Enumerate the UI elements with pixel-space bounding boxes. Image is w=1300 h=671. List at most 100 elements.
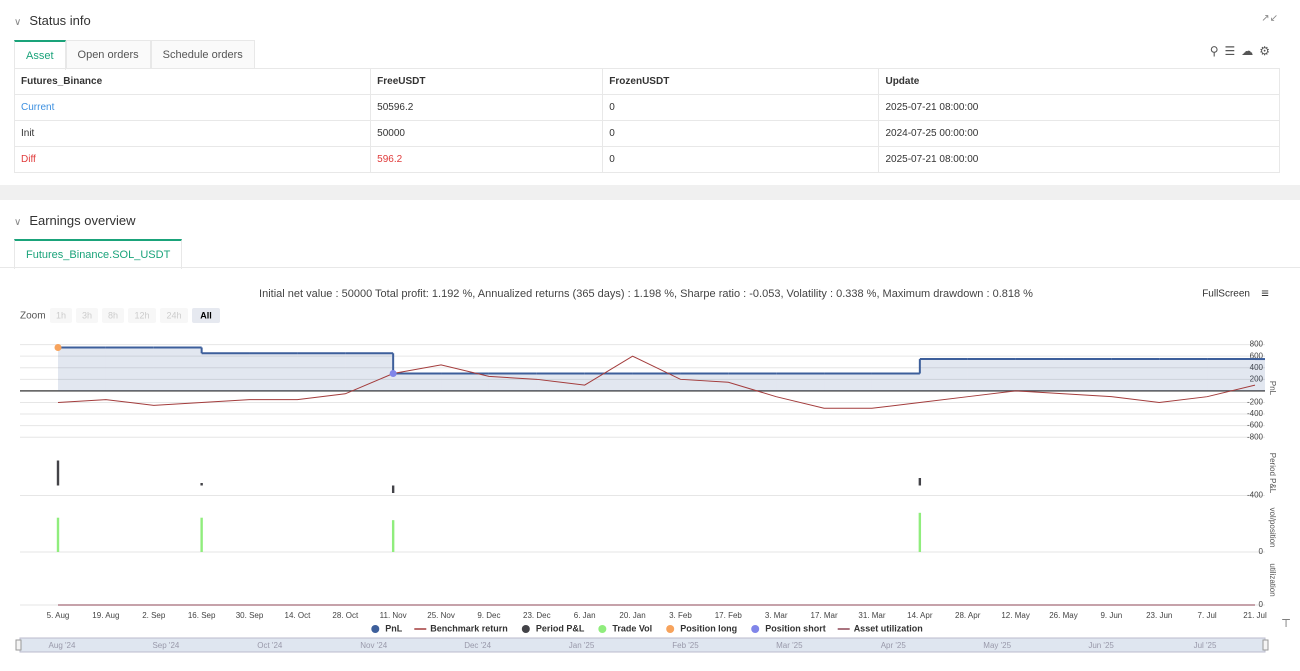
x-tick-label: 14. Apr	[907, 611, 933, 620]
zoom-button-bg	[50, 308, 72, 323]
zoom-button[interactable]: 3h	[82, 310, 92, 320]
zoom-button[interactable]: 8h	[108, 310, 118, 320]
menu-icon[interactable]: ≡	[1261, 285, 1269, 300]
y-axis-title: utilization	[1268, 563, 1277, 596]
pnl-area	[584, 373, 633, 391]
table-cell: 596.2	[370, 146, 604, 173]
x-tick-label: 11. Nov	[380, 611, 407, 620]
navigator-handle[interactable]	[1262, 639, 1269, 651]
legend-symbol	[666, 625, 675, 633]
pnl-area	[201, 353, 250, 391]
series-line	[57, 355, 1256, 409]
status-header: ∨ Status info	[14, 13, 91, 28]
y-tick-label: 600	[1250, 351, 1264, 360]
divider	[0, 267, 1300, 268]
pnl-area	[488, 373, 537, 391]
x-tick-label: 21. Jul	[1243, 611, 1267, 620]
status-tab[interactable]: Open orders	[65, 40, 151, 69]
symbol-tab[interactable]: Futures_Binance.SOL_USDT	[14, 239, 183, 269]
legend-label[interactable]: Benchmark return	[430, 623, 508, 633]
asset-table: Futures_Binance FreeUSDT FrozenUSDT Update C…	[13, 68, 1280, 173]
zoom-button-bg	[192, 308, 220, 323]
header-cell: FrozenUSDT	[602, 68, 880, 95]
pnl-area	[967, 359, 1016, 391]
table-cell: 2024-07-25 00:00:00	[878, 120, 1280, 147]
collapse-icon[interactable]: ↗↙	[1261, 13, 1278, 24]
pnl-area	[824, 373, 872, 391]
zoom-button-bg	[102, 308, 124, 323]
table-cell: 0	[602, 94, 880, 121]
pnl-area	[441, 373, 489, 391]
position-marker	[54, 343, 62, 351]
table-row: Init 50000 0 2024-07-25 00:00:00	[13, 120, 1280, 147]
pnl-area	[153, 347, 202, 391]
legend-label[interactable]: Position long	[680, 623, 737, 633]
legend-label[interactable]: Asset utilization	[854, 623, 923, 633]
status-panel: ∨ Status info ↗↙ Asset Open orders Schedule…	[0, 0, 1300, 185]
navigator-handle[interactable]	[15, 639, 22, 651]
legend-label[interactable]: Position short	[765, 623, 826, 633]
toolbar-icons[interactable]: ⚲☰☁⚙	[1209, 44, 1276, 58]
status-tab[interactable]: Asset	[14, 40, 66, 70]
navigator-label: Mar '25	[776, 641, 803, 650]
bar	[391, 520, 395, 552]
y-axis-title: Period P&L	[1268, 453, 1277, 494]
x-tick-label: 25. Nov	[427, 611, 455, 620]
x-tick-label: 23. Dec	[523, 611, 551, 620]
navigator-label: Feb '25	[672, 641, 699, 650]
y-tick-label: 200	[1250, 374, 1264, 383]
y-axis-title: vol/position	[1268, 507, 1277, 547]
navigator-label: Dec '24	[464, 641, 491, 650]
bar	[200, 483, 203, 486]
x-tick-label: 28. Oct	[332, 611, 359, 620]
legend-symbol	[521, 625, 530, 633]
navigator	[19, 637, 1266, 653]
earnings-panel: ∨ Earnings overview Futures_Binance.SOL_U…	[0, 200, 1300, 671]
y-tick-label: 0	[1259, 547, 1264, 556]
navigator-label: Jun '25	[1088, 641, 1114, 650]
status-tab[interactable]: Schedule orders	[150, 40, 255, 69]
pnl-area	[1159, 359, 1208, 391]
navigator-label: Oct '24	[257, 641, 283, 650]
table-cell: Current	[13, 94, 372, 121]
earnings-title: Earnings overview	[29, 213, 136, 228]
x-tick-label: 19. Aug	[92, 611, 119, 620]
navigator-label: May '25	[983, 641, 1011, 650]
table-cell: 0	[602, 146, 880, 173]
fullscreen-button[interactable]: FullScreen	[1202, 289, 1250, 300]
zoom-button[interactable]: 1h	[56, 310, 66, 320]
navigator-label: Sep '24	[152, 641, 179, 650]
pnl-area	[393, 373, 442, 391]
pnl-area	[871, 373, 920, 391]
legend-label[interactable]: Period P&L	[536, 623, 585, 633]
scroll-top-icon[interactable]: ⊤	[1281, 618, 1291, 630]
x-tick-label: 6. Jan	[574, 611, 596, 620]
y-tick-label: -800	[1247, 432, 1264, 441]
zoom-button-bg	[76, 308, 98, 323]
zoom-button-bg	[128, 308, 156, 323]
legend-label[interactable]: Trade Vol	[612, 623, 652, 633]
zoom-button[interactable]: 12h	[134, 310, 149, 320]
pnl-area	[680, 373, 729, 391]
bar	[918, 512, 922, 552]
pnl-area	[1207, 359, 1255, 391]
x-tick-label: 3. Mar	[765, 611, 788, 620]
x-tick-label: 14. Oct	[285, 611, 312, 620]
bar	[918, 478, 922, 486]
zoom-button[interactable]: 24h	[166, 310, 181, 320]
x-tick-label: 2. Sep	[142, 611, 166, 620]
legend-label[interactable]: PnL	[385, 623, 403, 633]
zoom-button[interactable]: All	[200, 310, 212, 320]
summary: Initial net value : 50000 Total profit: …	[259, 288, 1033, 300]
navigator-label: Aug '24	[49, 641, 76, 650]
x-tick-label: 17. Feb	[715, 611, 743, 620]
bar	[391, 485, 395, 493]
pnl-area	[58, 347, 106, 391]
x-tick-label: 31. Mar	[858, 611, 885, 620]
x-tick-label: 5. Aug	[47, 611, 70, 620]
legend-symbol	[371, 625, 380, 633]
legend-symbol	[751, 625, 760, 633]
table-row: Current 50596.2 0 2025-07-21 08:00:00	[13, 94, 1280, 121]
